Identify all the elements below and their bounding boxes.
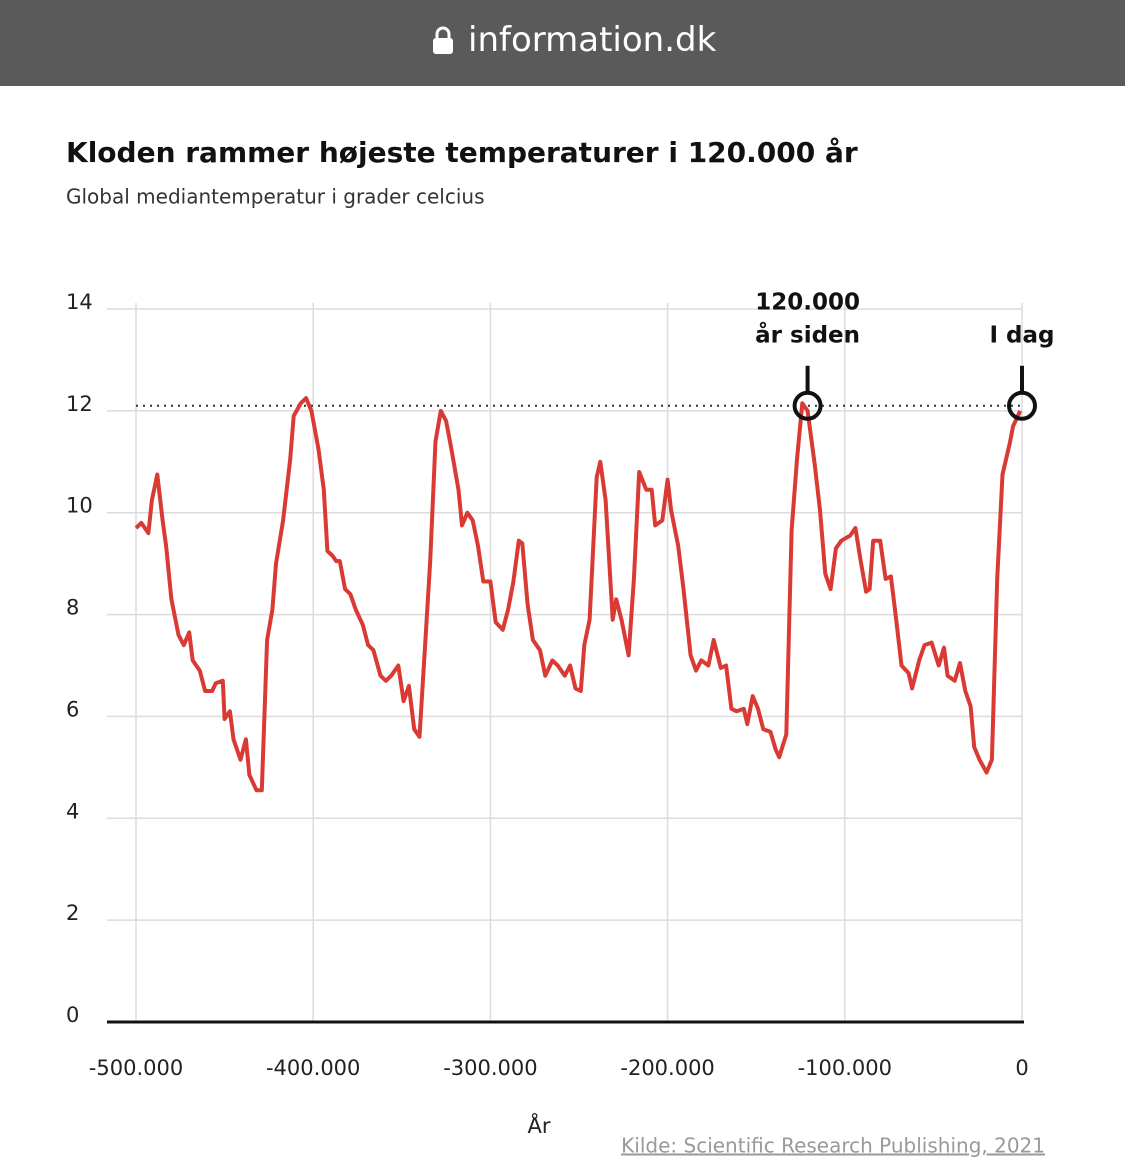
y-tick-label: 2: [66, 901, 79, 925]
x-tick-label: -200.000: [620, 1056, 714, 1080]
chart: Kloden rammer højeste temperaturer i 120…: [66, 136, 1055, 1158]
source[interactable]: Kilde: Scientific Research Publishing, 2…: [621, 1134, 1045, 1158]
url[interactable]: information.dk: [468, 20, 717, 60]
lock-icon: [433, 26, 453, 54]
annotation-marker: [792, 390, 823, 421]
y-tick-label: 4: [66, 799, 79, 823]
temperature-line: [134, 396, 1023, 793]
y-tick-label: 8: [66, 596, 79, 620]
y-tick-label: 12: [66, 392, 93, 416]
annotation-label: 120.000: [755, 289, 860, 315]
x-tick-label: 0: [1015, 1056, 1028, 1080]
x-tick-label: -100.000: [798, 1056, 892, 1080]
x-axis-label: År: [528, 1112, 551, 1138]
y-tick-label: 14: [66, 290, 93, 314]
annotation-label: år siden: [755, 321, 860, 348]
y-tick-label: 0: [66, 1003, 79, 1027]
annotation-marker: [1007, 390, 1037, 421]
x-tick-label: -400.000: [266, 1056, 360, 1080]
x-tick-label: -300.000: [443, 1056, 537, 1080]
annotation-label: I dag: [989, 322, 1054, 348]
browser-bar: information.dk: [0, 0, 1125, 86]
y-tick-label: 10: [66, 494, 93, 518]
x-tick-label: -500.000: [89, 1056, 183, 1080]
chart-subtitle: Global mediantemperatur i grader celcius: [66, 185, 485, 209]
y-tick-label: 6: [66, 697, 79, 721]
chart-title: Kloden rammer højeste temperaturer i 120…: [66, 136, 858, 169]
